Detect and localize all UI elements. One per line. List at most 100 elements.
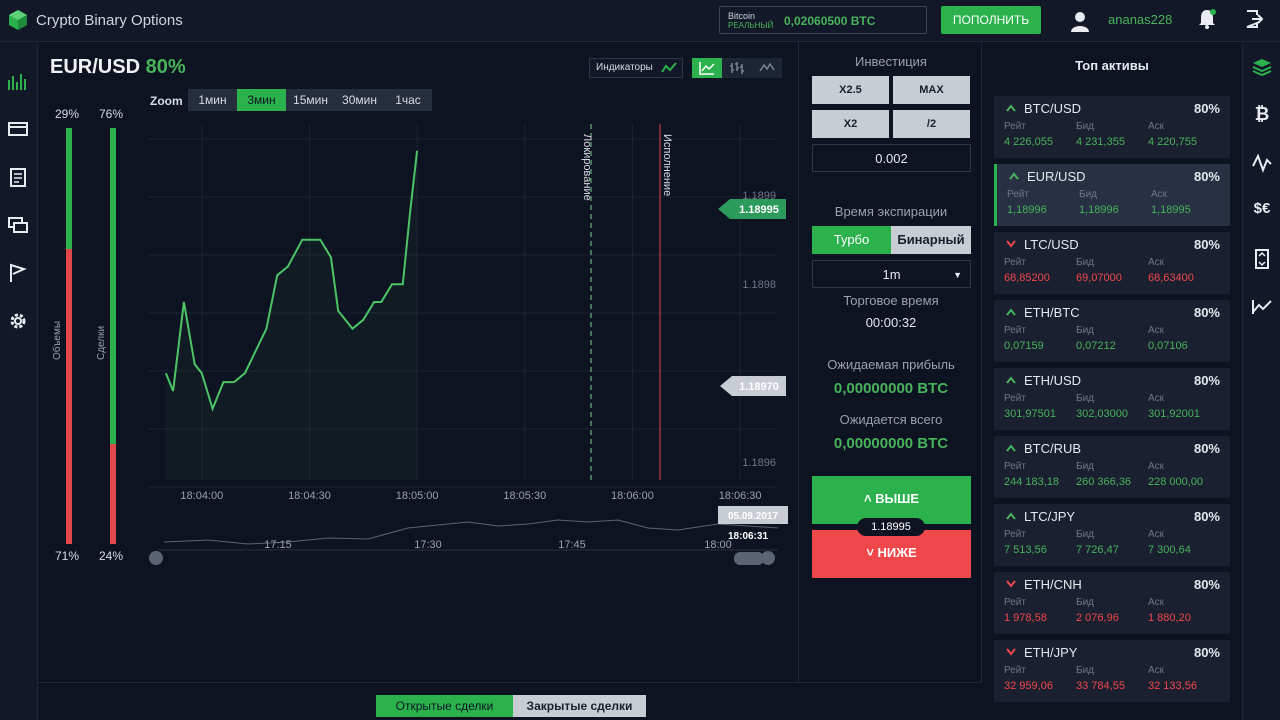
navigator-scroll-thumb[interactable] (734, 552, 764, 565)
currency-icon[interactable]: $€ (1253, 200, 1271, 217)
asset-col-label: Аск (1148, 393, 1165, 404)
asset-payout: 80% (1193, 509, 1220, 524)
card-icon[interactable] (7, 118, 29, 140)
chat-icon[interactable] (7, 214, 29, 236)
navigator-date-box (718, 506, 788, 524)
chart-grid (148, 124, 776, 488)
username[interactable]: ananas228 (1108, 12, 1173, 27)
y-tick-label: 1.1898 (742, 279, 776, 291)
ohlc-icon (730, 62, 744, 74)
asset-card[interactable]: EUR/USD 80% Рейт 1,18996 Бид 1,18996 Аск 1,1899… (994, 164, 1230, 226)
expiry-select[interactable]: 1m ▼ (812, 260, 971, 288)
volumes-label: Объемы (52, 320, 63, 360)
asset-card[interactable]: ETH/JPY 80% Рейт 32 959,06 Бид 33 784,55 Аск 32… (994, 640, 1230, 702)
volumes-down-pct: 71% (55, 549, 80, 563)
asset-col-label: Рейт (1004, 529, 1026, 540)
asset-card[interactable]: BTC/RUB 80% Рейт 244 183,18 Бид 260 366,36 Аск… (994, 436, 1230, 498)
asset-bid: 4 231,355 (1076, 136, 1125, 148)
call-up-button[interactable]: ˄ ВЫШЕ (812, 476, 971, 524)
asset-name: ETH/JPY (1024, 645, 1078, 660)
arrow-down-icon (1006, 240, 1016, 248)
indicators-button[interactable]: Индикаторы (589, 58, 683, 78)
doc-arrows-icon[interactable] (1251, 248, 1273, 270)
navigator-tick-label: 17:45 (558, 539, 586, 551)
mult-x25-button[interactable]: X2.5 (812, 76, 889, 104)
zoom-30min[interactable]: 30мин (335, 89, 384, 111)
asset-card[interactable]: ETH/BTC 80% Рейт 0,07159 Бид 0,07212 Аск 0,0710… (994, 300, 1230, 362)
put-down-button[interactable]: ˅ НИЖЕ (812, 530, 971, 578)
x-tick-label: 18:04:00 (180, 490, 223, 502)
price-chart[interactable]: Локирование Исполнение 1.18991.18981.189… (148, 124, 788, 544)
asset-ask: 68,63400 (1148, 272, 1194, 284)
expected-total-value: 0,00000000 BTC (833, 435, 949, 452)
indicators-label: Индикаторы (596, 62, 653, 73)
turbo-button[interactable]: Турбо (812, 226, 891, 254)
deposit-button[interactable]: ПОПОЛНИТЬ (941, 6, 1041, 34)
investment-input[interactable]: 0.002 (812, 144, 971, 172)
tab-open-trades[interactable]: Открытые сделки (376, 695, 513, 717)
document-icon[interactable] (7, 166, 29, 188)
deals-down-bar (110, 444, 116, 544)
expiry-label: Время экспирации (834, 204, 948, 219)
asset-col-label: Рейт (1004, 325, 1026, 336)
entry-price-tag: 1.18970 (720, 376, 786, 396)
bar-chart-button[interactable] (722, 58, 752, 78)
pulse-icon[interactable] (1251, 152, 1273, 174)
current-price-tag: 1.18995 (718, 199, 786, 219)
asset-col-label: Бид (1076, 257, 1094, 268)
asset-col-label: Бид (1076, 461, 1094, 472)
asset-rate: 7 513,56 (1004, 544, 1047, 556)
candle-chart-button[interactable] (752, 58, 782, 78)
navigator-tick-label: 18:00 (704, 539, 732, 551)
flag-icon[interactable] (7, 262, 29, 284)
user-icon[interactable] (1068, 9, 1092, 33)
trade-time-value: 00:00:32 (865, 315, 917, 330)
chart-navigator[interactable]: 17:15 17:30 17:45 18:00 05.09.2017 18:06:31 (148, 506, 788, 568)
wallet-mode: РЕАЛЬНЫЙ (728, 21, 774, 30)
asset-bid: 7 726,47 (1076, 544, 1119, 556)
mult-half-button[interactable]: /2 (893, 110, 970, 138)
mult-x2-button[interactable]: X2 (812, 110, 889, 138)
asset-card[interactable]: ETH/USD 80% Рейт 301,97501 Бид 302,03000 Аск 30… (994, 368, 1230, 430)
asset-card[interactable]: ETH/CNH 80% Рейт 1 978,58 Бид 2 076,96 Аск 1 88… (994, 572, 1230, 634)
pair-title: EUR/USD 80% (50, 56, 186, 79)
lock-label: Локирование (581, 134, 593, 201)
zoom-15min[interactable]: 15мин (286, 89, 335, 111)
asset-card[interactable]: LTC/USD 80% Рейт 68,85200 Бид 69,07000 Аск 68,6… (994, 232, 1230, 294)
zoom-3min[interactable]: 3мин (237, 89, 286, 111)
trade-panel: Инвестиция X2.5 MAX X2 /2 0.002 Время эк… (798, 42, 982, 682)
mult-max-button[interactable]: MAX (893, 76, 970, 104)
asset-ask: 228 000,00 (1148, 476, 1204, 488)
asset-col-label: Бид (1076, 597, 1094, 608)
candles-icon (759, 62, 775, 72)
asset-col-label: Рейт (1004, 393, 1026, 404)
asset-card[interactable]: LTC/JPY 80% Рейт 7 513,56 Бид 7 726,47 Аск 7 30… (994, 504, 1230, 566)
bitcoin-icon[interactable]: ₿ (1254, 104, 1270, 124)
binary-button[interactable]: Бинарный (891, 226, 971, 254)
navigator-right-handle[interactable] (761, 551, 775, 565)
layers-icon[interactable] (1251, 56, 1273, 78)
asset-rate: 301,97501 (1004, 408, 1056, 420)
deals-up-pct: 76% (99, 107, 124, 121)
asset-col-label: Аск (1148, 121, 1165, 132)
pair-payout: 80% (145, 56, 186, 78)
deals-down-pct: 24% (99, 549, 124, 563)
zoom-1min[interactable]: 1мин (188, 89, 237, 111)
chart-bars-icon[interactable] (7, 70, 29, 92)
expected-profit-value: 0,00000000 BTC (833, 380, 949, 397)
asset-col-label: Аск (1148, 325, 1165, 336)
asset-card[interactable]: BTC/USD 80% Рейт 4 226,055 Бид 4 231,355 Аск 4 … (994, 96, 1230, 158)
zoom-1hour[interactable]: 1час (384, 89, 432, 111)
asset-rate: 32 959,06 (1004, 680, 1053, 692)
gear-icon[interactable] (7, 310, 29, 332)
arrow-up-icon (1009, 172, 1019, 180)
tab-closed-trades[interactable]: Закрытые сделки (513, 695, 646, 717)
line-chart-button[interactable] (692, 58, 722, 78)
current-price-label: 1.18995 (739, 204, 779, 216)
trend-icon[interactable] (1251, 296, 1273, 318)
bell-icon[interactable] (1196, 8, 1218, 30)
logout-icon[interactable] (1244, 9, 1264, 29)
navigator-left-handle[interactable] (149, 551, 163, 565)
wallet-selector[interactable]: Bitcoin РЕАЛЬНЫЙ 0,02060500 BTC (719, 6, 927, 34)
asset-bid: 2 076,96 (1076, 612, 1119, 624)
